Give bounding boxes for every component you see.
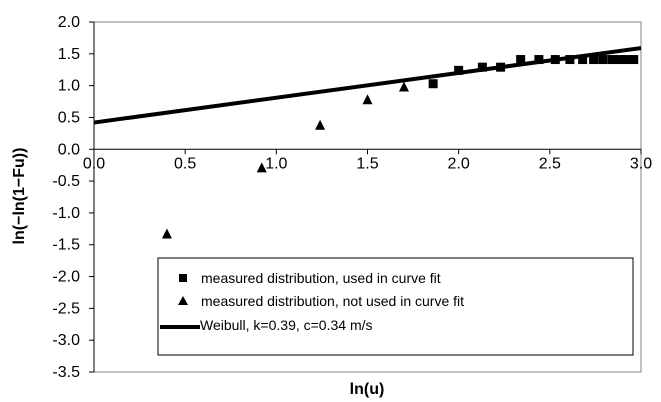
x-tick-label: 3.0 [630, 155, 652, 172]
data-point-used [516, 55, 526, 65]
y-tick-label: -1.0 [52, 205, 80, 222]
legend-triangle-marker [178, 296, 188, 305]
legend-box [157, 257, 634, 356]
data-point-used [534, 55, 544, 65]
x-tick-label: 1.5 [356, 155, 378, 172]
x-tick-label: 1.0 [265, 155, 287, 172]
y-tick-group: 2.0 1.5 1.0 0.5 0.0 -0.5 -1.0 -1.5 -2.0 -2.5 -3.0 -… [52, 14, 94, 381]
data-point-used [477, 62, 487, 72]
data-point-used [614, 55, 624, 65]
data-point-not-used [362, 94, 373, 105]
y-tick-label: -2.5 [52, 300, 80, 317]
legend-label-not-used: measured distribution, not used in curve… [201, 293, 464, 309]
legend-label-weibull: Weibull, k=0.39, c=0.34 m/s [200, 317, 373, 333]
y-tick-label: -3.0 [52, 332, 80, 349]
data-point-used [589, 55, 599, 65]
data-point-used [629, 55, 639, 65]
y-tick-label: 1.5 [58, 46, 80, 63]
series-group [93, 46, 642, 239]
y-tick-label: -0.5 [52, 173, 80, 190]
data-point-used [621, 55, 631, 65]
y-tick-label: 0.0 [58, 141, 80, 158]
x-tick-label: 2.0 [448, 155, 470, 172]
x-tick-label: 2.5 [539, 155, 561, 172]
y-tick-label: -3.5 [52, 364, 80, 381]
data-point-used [428, 79, 438, 89]
data-point-used [454, 65, 464, 75]
y-tick-label: 1.0 [58, 78, 80, 95]
x-tick-group: 0.0 0.5 1.0 1.5 2.0 2.5 3.0 [83, 149, 652, 172]
legend: measured distribution, used in curve fit… [157, 257, 634, 356]
weibull-fit-line [93, 46, 642, 125]
y-tick-label: 0.5 [58, 109, 80, 126]
x-axis-title: ln(u) [350, 381, 385, 398]
y-axis-title: ln(−ln(1−Fu)) [11, 148, 28, 245]
y-tick-label: 2.0 [58, 14, 80, 31]
legend-label-used: measured distribution, used in curve fit [201, 270, 441, 286]
data-point-not-used [161, 228, 172, 239]
x-tick-label: 0.0 [83, 155, 105, 172]
data-point-used [578, 55, 588, 65]
y-tick-label: -1.5 [52, 237, 80, 254]
data-point-not-used [256, 162, 267, 173]
data-point-used [598, 55, 608, 65]
data-point-used [607, 55, 617, 65]
x-tick-label: 0.5 [174, 155, 196, 172]
y-tick-label: -2.0 [52, 269, 80, 286]
legend-square-marker [179, 274, 187, 282]
data-point-not-used [398, 81, 409, 92]
data-point-not-used [315, 119, 326, 130]
